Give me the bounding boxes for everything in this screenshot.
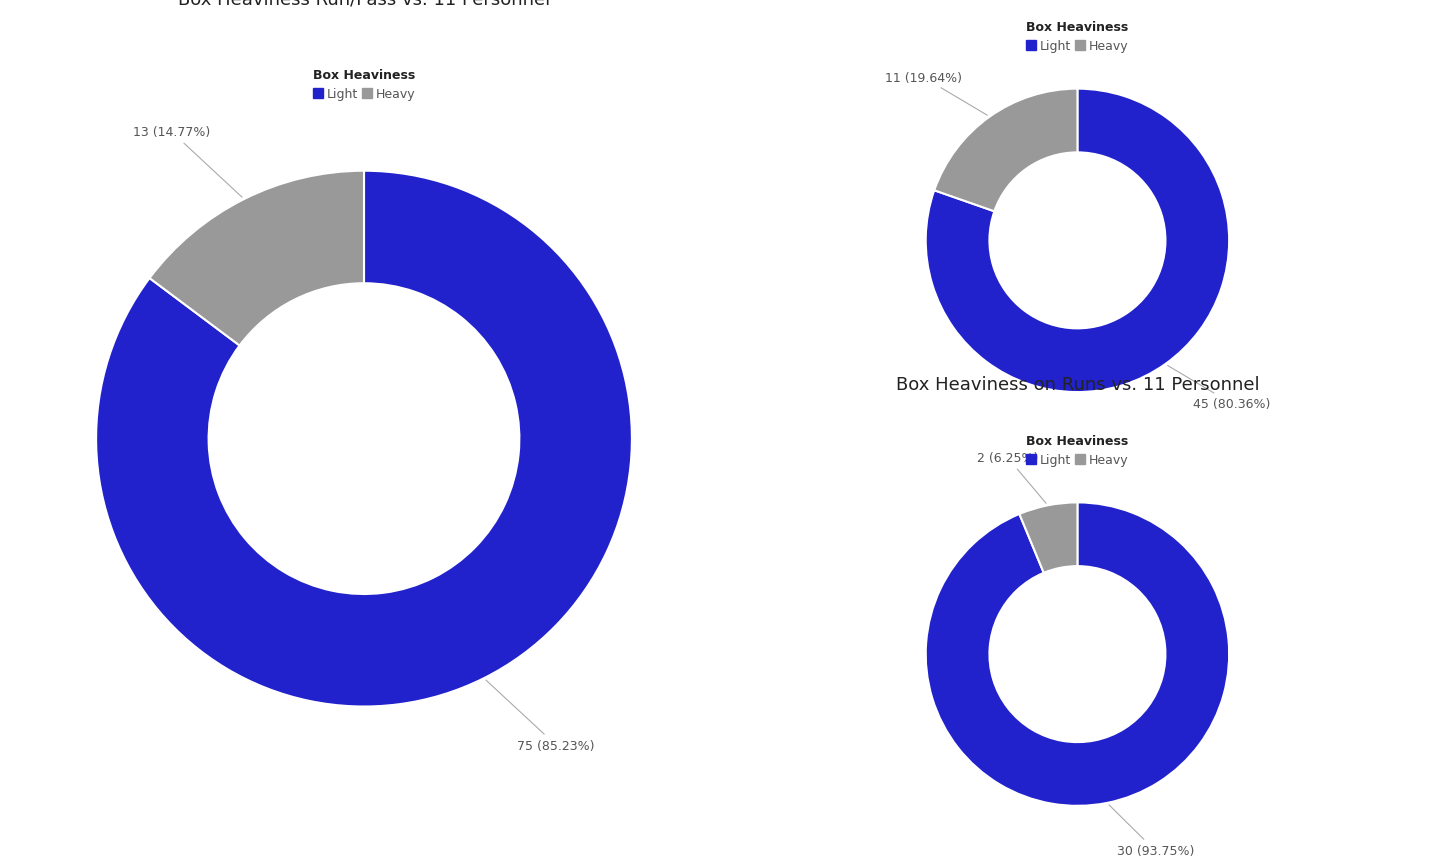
Wedge shape [926, 503, 1229, 806]
Text: 30 (93.75%): 30 (93.75%) [1109, 805, 1194, 857]
Wedge shape [1019, 503, 1077, 573]
Text: 45 (80.36%): 45 (80.36%) [1168, 366, 1271, 411]
Wedge shape [150, 171, 364, 346]
Legend: Light, Heavy: Light, Heavy [1021, 16, 1134, 59]
Title: Box Heaviness Run/Pass vs. 11 Personnel: Box Heaviness Run/Pass vs. 11 Personnel [178, 0, 550, 9]
Legend: Light, Heavy: Light, Heavy [1021, 430, 1134, 472]
Legend: Light, Heavy: Light, Heavy [307, 64, 421, 106]
Text: 2 (6.25%): 2 (6.25%) [977, 452, 1045, 504]
Text: 75 (85.23%): 75 (85.23%) [486, 680, 596, 752]
Wedge shape [926, 90, 1229, 393]
Text: 13 (14.77%): 13 (14.77%) [134, 127, 242, 198]
Wedge shape [935, 90, 1077, 212]
Text: 11 (19.64%): 11 (19.64%) [885, 71, 987, 116]
Wedge shape [96, 171, 632, 707]
Title: Box Heaviness on Runs vs. 11 Personnel: Box Heaviness on Runs vs. 11 Personnel [895, 375, 1259, 393]
